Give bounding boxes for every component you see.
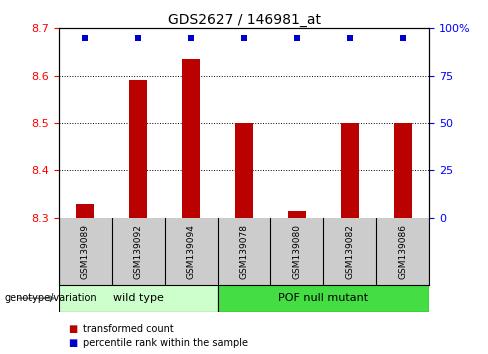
Text: ■: ■ bbox=[68, 324, 78, 333]
Bar bbox=[341, 123, 359, 218]
Bar bbox=[288, 211, 306, 218]
Point bbox=[240, 35, 248, 41]
Bar bbox=[129, 80, 147, 218]
Text: POF null mutant: POF null mutant bbox=[279, 293, 368, 303]
Text: transformed count: transformed count bbox=[83, 324, 174, 333]
Bar bbox=[235, 123, 253, 218]
Title: GDS2627 / 146981_at: GDS2627 / 146981_at bbox=[167, 13, 321, 27]
Text: GSM139094: GSM139094 bbox=[186, 224, 196, 279]
Bar bbox=[394, 123, 412, 218]
Bar bbox=[76, 204, 94, 218]
Text: GSM139080: GSM139080 bbox=[292, 224, 302, 279]
Point bbox=[293, 35, 301, 41]
Text: GSM139092: GSM139092 bbox=[134, 224, 142, 279]
Text: ■: ■ bbox=[68, 338, 78, 348]
Text: wild type: wild type bbox=[113, 293, 163, 303]
Point bbox=[187, 35, 195, 41]
Text: GSM139089: GSM139089 bbox=[81, 224, 90, 279]
Text: GSM139086: GSM139086 bbox=[398, 224, 407, 279]
Bar bbox=[218, 285, 429, 312]
Text: GSM139082: GSM139082 bbox=[346, 224, 354, 279]
Text: genotype/variation: genotype/variation bbox=[5, 293, 98, 303]
Text: percentile rank within the sample: percentile rank within the sample bbox=[83, 338, 248, 348]
Point bbox=[81, 35, 89, 41]
Bar bbox=[182, 59, 200, 218]
Point bbox=[134, 35, 142, 41]
Point bbox=[346, 35, 354, 41]
Bar bbox=[59, 285, 218, 312]
Point bbox=[399, 35, 407, 41]
Text: GSM139078: GSM139078 bbox=[240, 224, 248, 279]
